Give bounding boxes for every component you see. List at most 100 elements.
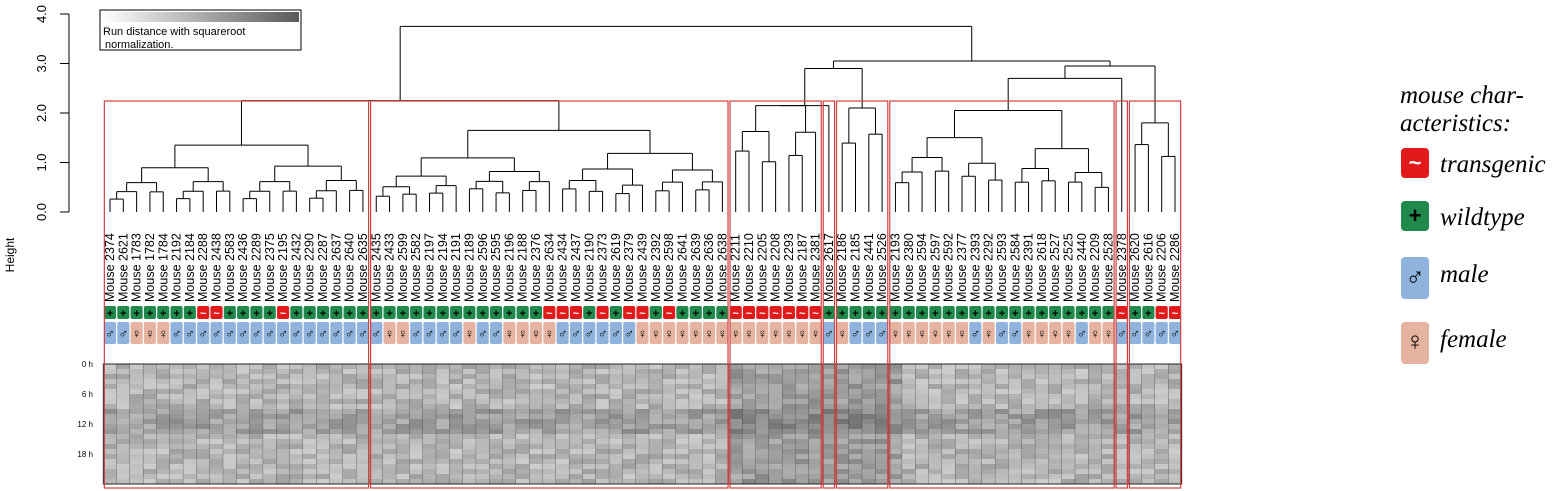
legend-swatch-male	[1401, 257, 1429, 299]
heatmap-cell	[316, 399, 330, 405]
heatmap-cell	[955, 369, 969, 375]
heatmap-cell	[209, 394, 224, 400]
heatmap-cell	[183, 399, 197, 405]
heatmap-cell	[822, 429, 836, 435]
heatmap-cell	[689, 369, 703, 375]
heatmap-cell	[409, 479, 424, 485]
heatmap-cell	[436, 454, 450, 460]
heatmap-cell	[848, 414, 863, 420]
heatmap-cell	[968, 419, 983, 425]
sex-cell	[1022, 322, 1035, 344]
genotype-symbol: +	[293, 308, 299, 320]
heatmap-cell	[236, 469, 251, 475]
heatmap-cell	[742, 419, 756, 425]
heatmap-cell	[1141, 449, 1156, 455]
heatmap-cell	[808, 424, 823, 430]
heatmap-cell	[675, 449, 690, 455]
genotype-symbol: ~	[799, 308, 806, 320]
genotype-cell	[383, 306, 396, 319]
heatmap-cell	[1141, 444, 1156, 450]
sex-cell	[330, 322, 343, 344]
sex-symbol: ♀	[531, 326, 541, 341]
heatmap-cell	[542, 379, 557, 385]
heatmap-cell	[755, 454, 770, 460]
heatmap-cell	[143, 464, 157, 470]
heatmap-cell	[382, 409, 397, 415]
heatmap-cell	[582, 444, 597, 450]
heatmap-cell	[516, 379, 530, 385]
heatmap-cell	[249, 474, 264, 480]
genotype-cell	[410, 306, 423, 319]
heatmap-cell	[436, 414, 450, 420]
heatmap-cell	[156, 429, 171, 435]
heatmap-cell	[529, 479, 543, 485]
heatmap-cell	[476, 469, 490, 475]
heatmap-cell	[516, 364, 530, 370]
heatmap-cell	[263, 404, 277, 410]
genotype-cell	[769, 306, 782, 319]
heatmap-cell	[542, 459, 557, 465]
sex-cell	[263, 322, 276, 344]
heatmap-cell	[103, 394, 117, 400]
heatmap-cell	[276, 414, 291, 420]
heatmap-cell	[995, 399, 1009, 405]
heatmap-cell	[289, 389, 304, 395]
leaf-label: Mouse 2436	[236, 233, 250, 302]
heatmap-cell	[968, 399, 983, 405]
heatmap-cell	[236, 389, 251, 395]
heatmap-cell	[1021, 429, 1036, 435]
heatmap-cell	[209, 414, 224, 420]
heatmap-cell	[436, 364, 450, 370]
genotype-cell	[609, 306, 622, 319]
heatmap-cell	[782, 409, 796, 415]
heatmap-cell	[848, 474, 863, 480]
heatmap-cell	[289, 454, 304, 460]
heatmap-cell	[396, 444, 410, 450]
heatmap-cell	[768, 399, 783, 405]
heatmap-cell	[715, 369, 730, 375]
heatmap-cell	[662, 404, 677, 410]
heatmap-cell	[1075, 419, 1089, 425]
heatmap-cell	[1061, 459, 1076, 465]
genotype-cell	[263, 306, 276, 319]
heatmap-cell	[968, 464, 983, 470]
leaf-label: Mouse 2582	[409, 233, 423, 302]
heatmap-cell	[715, 434, 730, 440]
leaf-label: Mouse 2639	[689, 233, 703, 302]
heatmap-cell	[755, 434, 770, 440]
heatmap-cell	[635, 424, 650, 430]
sex-symbol: ♂	[252, 326, 262, 341]
heatmap-cell	[422, 434, 437, 440]
heatmap-cell	[449, 414, 464, 420]
heatmap-cell	[316, 474, 330, 480]
heatmap-cell	[1088, 399, 1103, 405]
heatmap-cell	[502, 464, 517, 470]
sex-symbol: ♂	[425, 326, 435, 341]
heatmap-cell	[196, 379, 211, 385]
sex-symbol: ♀	[505, 326, 515, 341]
heatmap-cell	[662, 419, 677, 425]
heatmap-cell	[848, 379, 863, 385]
heatmap-cell	[1155, 469, 1169, 475]
heatmap-cell	[582, 424, 597, 430]
genotype-cell	[1062, 306, 1075, 319]
genotype-cell	[716, 306, 729, 319]
heatmap-cell	[675, 379, 690, 385]
heatmap-cell	[236, 434, 251, 440]
sex-symbol: ♂	[1157, 326, 1167, 341]
heatmap-cell	[156, 399, 171, 405]
heatmap-cell	[1061, 434, 1076, 440]
leaf-label: Mouse 2525	[1062, 233, 1076, 302]
heatmap-cell	[609, 429, 623, 435]
heatmap-cell	[942, 434, 956, 440]
heatmap-cell	[1155, 464, 1169, 470]
heatmap-cell	[342, 429, 357, 435]
heatmap-cell	[1141, 459, 1156, 465]
heatmap-cell	[1128, 434, 1143, 440]
genotype-cell	[197, 306, 210, 319]
heatmap-cell	[822, 444, 836, 450]
heatmap-cell	[1035, 409, 1049, 415]
heatmap-cell	[1008, 419, 1023, 425]
heatmap-cell	[303, 449, 317, 455]
heatmap-cell	[449, 364, 464, 370]
